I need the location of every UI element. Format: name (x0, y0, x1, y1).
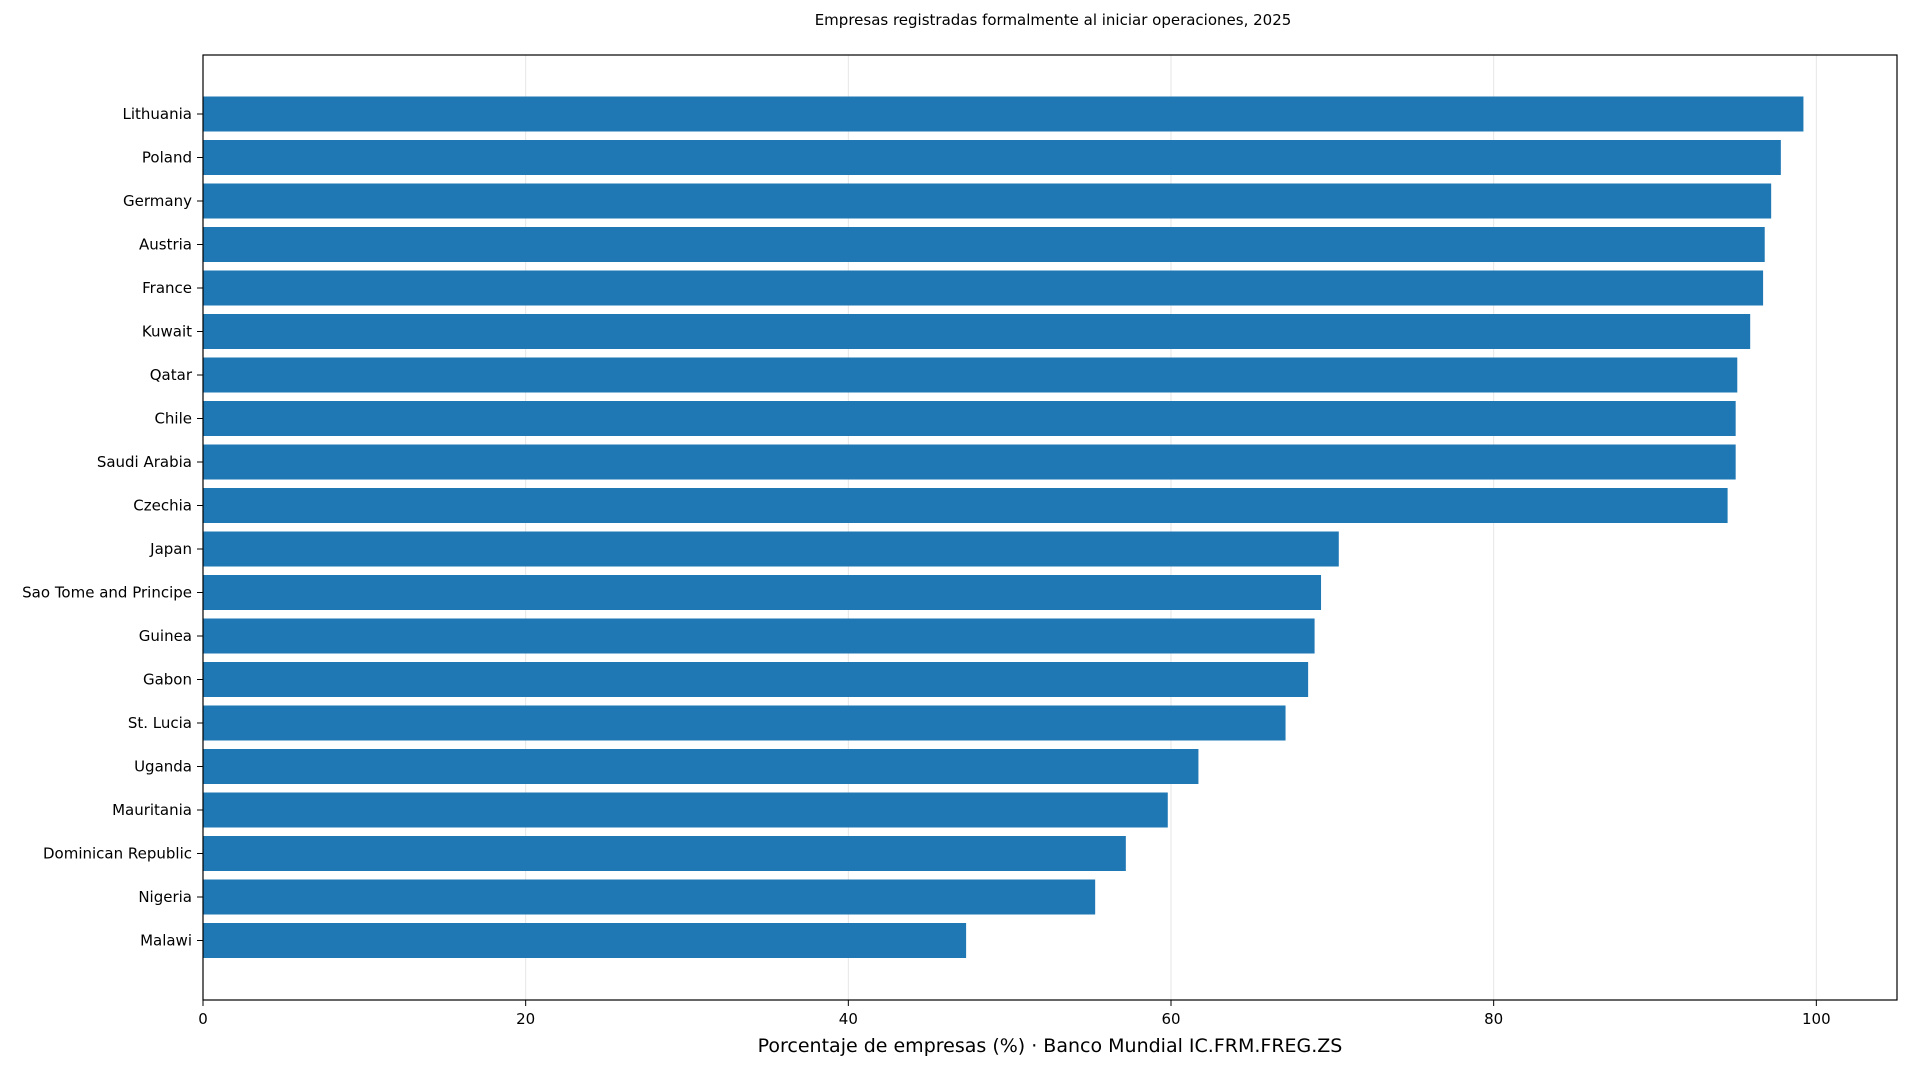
y-tick-label: Czechia (133, 497, 192, 515)
bar (203, 488, 1728, 523)
x-axis-label: Porcentaje de empresas (%) · Banco Mundi… (758, 1035, 1343, 1057)
bar (203, 140, 1781, 175)
y-tick-label: St. Lucia (128, 714, 192, 732)
y-tick-label: Lithuania (123, 105, 192, 123)
bar (203, 618, 1315, 654)
plot-frame (202, 54, 1898, 1001)
x-tick-label: 40 (839, 1010, 858, 1028)
bar (203, 662, 1309, 697)
x-tick-label: 80 (1484, 1010, 1503, 1028)
bar (203, 401, 1736, 436)
bar (203, 183, 1772, 219)
bar (203, 923, 967, 958)
y-tick-label: Kuwait (142, 323, 192, 341)
y-tick-label: Uganda (134, 758, 192, 776)
y-tick-label: Saudi Arabia (97, 453, 192, 471)
bar (203, 575, 1322, 610)
chart-title: Empresas registradas formalmente al inic… (815, 11, 1292, 29)
bar (203, 270, 1764, 306)
y-tick-label: Guinea (139, 627, 192, 645)
y-tick-label: Germany (123, 192, 192, 210)
y-tick-label: Gabon (143, 671, 192, 689)
bar (203, 792, 1168, 828)
y-tick-label: Mauritania (112, 801, 192, 819)
x-tick-label: 100 (1802, 1010, 1831, 1028)
bar (203, 314, 1751, 349)
bar (203, 531, 1339, 567)
x-tick-label: 0 (198, 1010, 208, 1028)
bar (203, 836, 1126, 871)
y-tick-label: Malawi (140, 932, 192, 950)
bars (203, 96, 1804, 958)
bar (203, 749, 1199, 784)
y-tick-label: Japan (149, 540, 192, 558)
y-tick-label: Poland (142, 149, 192, 167)
y-tick-label: Sao Tome and Principe (22, 584, 192, 602)
bar (203, 879, 1096, 915)
x-axis: 0 20 40 60 80 100 (198, 1000, 1831, 1028)
y-tick-label: Chile (154, 410, 192, 428)
y-tick-label: Dominican Republic (43, 845, 192, 863)
bar (203, 96, 1804, 132)
y-tick-label: Qatar (150, 366, 193, 384)
bar (203, 705, 1286, 741)
bar (203, 227, 1765, 262)
bar (203, 444, 1736, 480)
y-tick-label: France (142, 279, 192, 297)
y-tick-label: Austria (139, 236, 192, 254)
x-tick-label: 20 (516, 1010, 535, 1028)
y-tick-label: Nigeria (138, 888, 192, 906)
bar (203, 357, 1738, 393)
y-axis: Lithuania Poland Germany Austria France Kuwai… (22, 105, 203, 950)
x-tick-label: 60 (1161, 1010, 1180, 1028)
